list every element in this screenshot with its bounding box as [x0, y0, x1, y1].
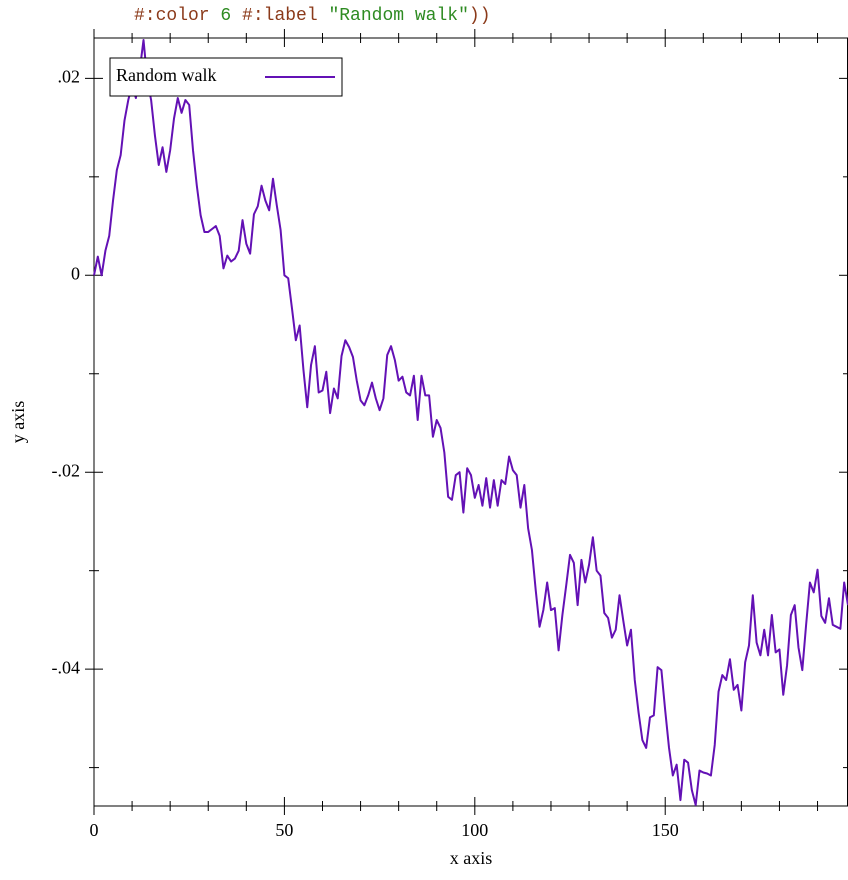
x-axis-label: x axis — [450, 848, 493, 868]
x-tick-label: 100 — [461, 820, 488, 840]
x-tick-label: 50 — [275, 820, 293, 840]
code-token: "Random walk" — [328, 6, 469, 26]
x-tick-label: 150 — [652, 820, 679, 840]
code-token: )) — [468, 6, 491, 26]
x-tick-label: 0 — [90, 820, 99, 840]
legend-label: Random walk — [116, 65, 217, 85]
y-tick-label: .02 — [58, 66, 81, 86]
code-token: 6 — [220, 6, 232, 26]
y-tick-label: -.04 — [52, 657, 81, 677]
code-token: #:label — [231, 6, 329, 26]
code-token: #:color — [134, 6, 221, 26]
code-line: #:color 6 #:label "Random walk")) — [134, 6, 491, 26]
y-tick-label: -.02 — [52, 460, 81, 480]
y-axis-label: y axis — [8, 401, 28, 444]
y-tick-label: 0 — [71, 263, 80, 283]
line-series — [93, 38, 848, 807]
